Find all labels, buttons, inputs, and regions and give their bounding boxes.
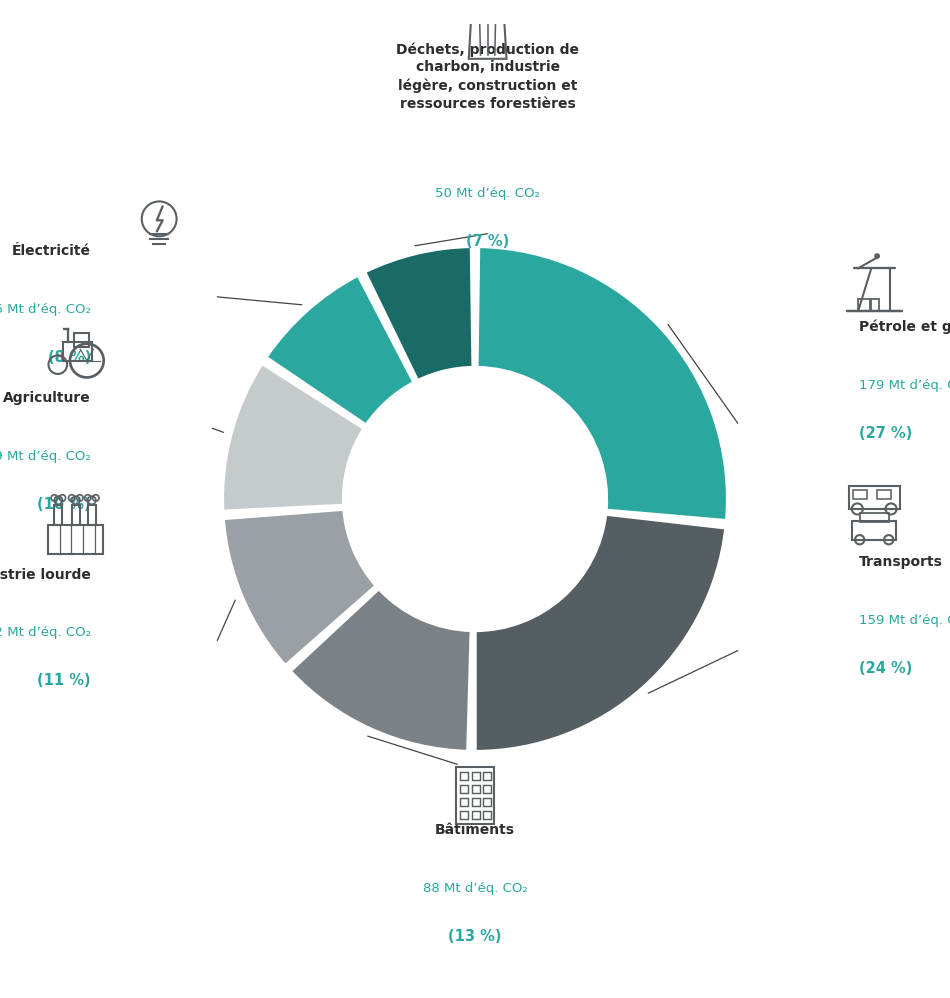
Text: Transports: Transports [859,555,943,569]
Bar [471,798,480,806]
Text: (27 %): (27 %) [859,426,912,441]
Bar [484,798,491,806]
Bar [484,771,491,780]
Bar [484,785,491,793]
Bar [848,486,900,509]
Text: 69 Mt d’éq. CO₂: 69 Mt d’éq. CO₂ [0,449,91,462]
Bar [456,767,494,823]
Text: 56 Mt d’éq. CO₂: 56 Mt d’éq. CO₂ [0,303,91,316]
Text: Électricité: Électricité [12,245,91,258]
Text: (11 %): (11 %) [37,674,91,689]
Text: (24 %): (24 %) [859,661,912,676]
Text: 50 Mt d’éq. CO₂: 50 Mt d’éq. CO₂ [435,187,540,200]
Bar [471,771,480,780]
Bar [852,521,896,540]
Wedge shape [477,247,728,521]
Bar [54,505,63,525]
Bar [460,811,468,819]
Wedge shape [222,363,364,511]
Text: Bâtiments: Bâtiments [435,823,515,837]
Wedge shape [475,514,726,751]
Bar [460,785,468,793]
Bar [460,771,468,780]
Bar [471,811,480,819]
Text: Industrie lourde: Industrie lourde [0,568,91,582]
Text: (13 %): (13 %) [448,928,502,943]
Bar [877,490,891,499]
Bar [853,490,867,499]
Text: (10 %): (10 %) [37,497,91,512]
Text: 72 Mt d’éq. CO₂: 72 Mt d’éq. CO₂ [0,627,91,640]
Text: (8 %): (8 %) [48,350,91,365]
Bar [74,332,89,347]
Text: 159 Mt d’éq. CO₂: 159 Mt d’éq. CO₂ [859,614,950,627]
Bar [471,785,480,793]
Bar [484,811,491,819]
Text: Pétrole et gaz: Pétrole et gaz [859,320,950,334]
Wedge shape [365,247,473,381]
Bar [860,513,889,522]
Bar [858,299,870,311]
Text: (7 %): (7 %) [466,234,509,249]
Bar [87,505,96,525]
Text: 179 Mt d’éq. CO₂: 179 Mt d’éq. CO₂ [859,379,950,392]
Bar [72,505,80,525]
Text: Agriculture: Agriculture [3,391,91,405]
Wedge shape [290,589,471,751]
Bar [871,299,879,311]
Bar [460,798,468,806]
Bar [63,341,92,360]
Text: Déchets, production de
charbon, industrie
légère, construction et
ressources for: Déchets, production de charbon, industri… [396,42,580,111]
Bar [48,525,104,554]
Text: 88 Mt d’éq. CO₂: 88 Mt d’éq. CO₂ [423,881,527,894]
Circle shape [874,253,880,258]
Wedge shape [223,509,376,666]
Wedge shape [266,275,414,425]
